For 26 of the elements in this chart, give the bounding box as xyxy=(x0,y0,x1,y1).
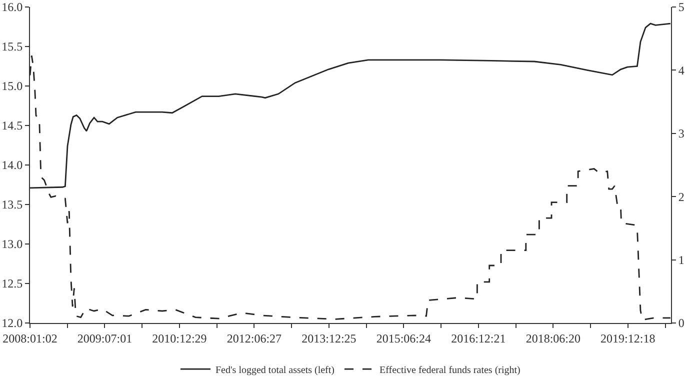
y2-tick-label: 2 xyxy=(678,190,684,204)
x-tick-label: 2013:12:25 xyxy=(302,331,356,346)
y2-tick-label: 0 xyxy=(678,316,684,330)
x-tick-label: 2009:07:01 xyxy=(77,331,132,346)
x-tick-label: 2016:12:21 xyxy=(451,331,506,346)
y2-tick-label: 5 xyxy=(678,0,684,14)
y-tick-label: 13.5 xyxy=(2,198,23,212)
y-tick-label: 15.0 xyxy=(2,79,23,94)
y-tick-label: 14.0 xyxy=(2,158,23,172)
legend-label: Effective federal funds rates (right) xyxy=(380,365,520,376)
x-tick-label: 2008:01:02 xyxy=(2,331,58,346)
x-tick-label: 2012:06:27 xyxy=(226,331,282,346)
y-tick-label: 16.0 xyxy=(2,0,23,14)
y2-tick-label: 1 xyxy=(678,253,684,267)
x-tick-label: 2010:12:29 xyxy=(152,331,207,346)
y-tick-label: 12.5 xyxy=(2,276,23,291)
y-tick-label: 14.5 xyxy=(2,118,23,133)
x-tick-label: 2015:06:24 xyxy=(376,331,432,346)
y2-tick-label: 4 xyxy=(678,63,684,78)
y2-tick-label: 3 xyxy=(678,126,684,141)
legend-label: Fed's logged total assets (left) xyxy=(216,365,334,376)
y-tick-label: 15.5 xyxy=(2,40,23,54)
x-tick-label: 2018:06:20 xyxy=(526,331,580,346)
y-tick-label: 12.0 xyxy=(2,316,23,330)
x-tick-label: 2019:12:18 xyxy=(600,331,656,346)
y-tick-label: 13.0 xyxy=(2,237,23,252)
